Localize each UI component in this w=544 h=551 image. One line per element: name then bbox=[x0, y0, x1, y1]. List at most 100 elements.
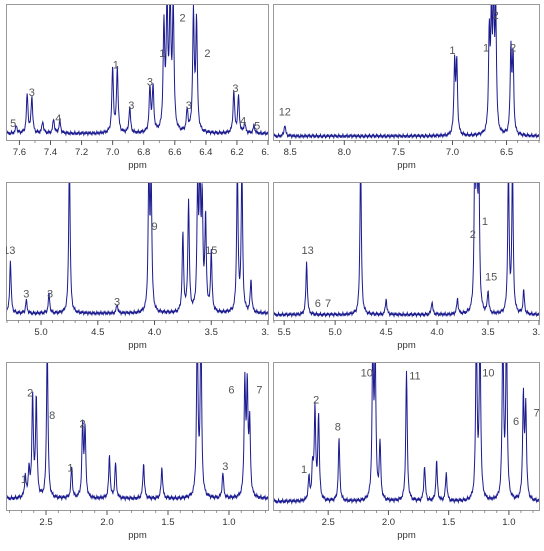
peak-label: 2 bbox=[80, 419, 86, 431]
peak-label: 1 bbox=[113, 60, 119, 72]
plot-frame bbox=[6, 4, 269, 141]
x-tick-label: 7.0 bbox=[446, 147, 459, 158]
spectrum-chart-4: 13 67 21 15 5.5 5.0 4.5 4.0 3.5 3.0 ppm bbox=[273, 182, 544, 351]
x-tick-label: 5.5 bbox=[278, 327, 291, 338]
x-tick-label: 1.5 bbox=[161, 517, 174, 528]
x-tick-label: 6.2 bbox=[230, 147, 243, 158]
peak-label: 15 bbox=[485, 271, 497, 283]
plot-frame bbox=[273, 4, 540, 141]
x-tick-label: 7.5 bbox=[392, 147, 405, 158]
spectrum-trace-series bbox=[274, 183, 539, 319]
x-tick-label: 4.0 bbox=[148, 327, 161, 338]
peak-label: 1 bbox=[483, 43, 489, 55]
peak-label: 7 bbox=[325, 298, 331, 310]
x-tick-label: 7.2 bbox=[75, 147, 88, 158]
x-tick-label: 7.6 bbox=[13, 147, 26, 158]
spectrum-trace-series bbox=[7, 183, 268, 317]
peak-label: 1 bbox=[449, 45, 455, 57]
x-tick-label: 3.0 bbox=[261, 327, 269, 338]
x-tick-label: 1.0 bbox=[222, 517, 235, 528]
peak-label: 4 bbox=[240, 115, 246, 127]
spectrum-chart-3: 13 3 3 3 9 15 5.0 4.5 4.0 3.5 3.0 ppm bbox=[3, 182, 275, 351]
peak-label: 13 bbox=[6, 245, 15, 257]
x-tick-label: 2.5 bbox=[39, 517, 52, 528]
spectrum-chart-6: 1 2 8 10 11 10 6 7 2.5 2.0 1.5 1.0 ppm bbox=[273, 362, 540, 541]
x-axis-label: ppm bbox=[397, 340, 416, 351]
peak-label: 9 bbox=[151, 221, 157, 233]
x-tick-label: 8.5 bbox=[284, 147, 297, 158]
spectrum-trace-series bbox=[7, 5, 268, 137]
plot-frame bbox=[273, 362, 540, 511]
spectrum-panel-2: 12 1 1 2 2 8.5 8.0 7.5 7.0 6.5 ppm bbox=[273, 4, 540, 176]
peak-label: 1 bbox=[67, 463, 73, 475]
x-tick-label: 5.0 bbox=[329, 327, 342, 338]
spectrum-chart-5: 1 2 8 1 2 3 6 7 2.5 2.0 1.5 1.0 ppm bbox=[6, 362, 269, 541]
spectrum-panel-3: 13 3 3 3 9 15 5.0 4.5 4.0 3.5 3.0 ppm bbox=[3, 182, 275, 356]
x-tick-label: 2.0 bbox=[382, 517, 395, 528]
peak-label: 6 bbox=[513, 416, 519, 428]
peak-label: 7 bbox=[534, 407, 540, 419]
peak-label: 13 bbox=[302, 245, 314, 257]
spectrum-panel-1: 53413312323457.67.47.27.06.86.66.46.26.0… bbox=[6, 4, 275, 176]
peak-label: 2 bbox=[204, 48, 210, 60]
spectrum-chart-1: 53413312323457.67.47.27.06.86.66.46.26.0… bbox=[6, 4, 275, 171]
peak-label: 3 bbox=[128, 100, 134, 112]
peak-label: 3 bbox=[114, 296, 120, 308]
peak-label: 2 bbox=[493, 10, 499, 22]
spectrum-panel-4: 13 67 21 15 5.5 5.0 4.5 4.0 3.5 3.0 ppm bbox=[273, 182, 544, 356]
x-tick-label: 6.6 bbox=[168, 147, 181, 158]
peak-label: 1 bbox=[301, 464, 307, 476]
x-tick-label: 8.0 bbox=[338, 147, 351, 158]
x-tick-label: 1.0 bbox=[502, 517, 515, 528]
peak-label: 11 bbox=[409, 370, 420, 382]
plot-frame bbox=[6, 182, 269, 321]
x-tick-label: 6.0 bbox=[261, 147, 269, 158]
x-tick-label: 2.5 bbox=[322, 517, 335, 528]
x-axis-label: ppm bbox=[128, 160, 147, 171]
x-axis-label: ppm bbox=[397, 160, 416, 171]
peak-label: 1 bbox=[159, 48, 165, 60]
peak-label: 1 bbox=[482, 216, 488, 228]
peak-label: 3 bbox=[47, 289, 53, 301]
x-tick-label: 1.5 bbox=[442, 517, 455, 528]
peak-label: 12 bbox=[279, 106, 291, 118]
peak-label: 3 bbox=[232, 83, 238, 95]
peak-label: 4 bbox=[55, 113, 61, 125]
x-tick-label: 7.0 bbox=[106, 147, 119, 158]
x-tick-label: 4.0 bbox=[430, 327, 443, 338]
peak-label: 2 bbox=[510, 43, 516, 55]
spectrum-panel-6: 1 2 8 10 11 10 6 7 2.5 2.0 1.5 1.0 ppm bbox=[273, 362, 540, 546]
peak-label: 3 bbox=[222, 461, 228, 473]
peak-label: 3 bbox=[29, 87, 35, 99]
peak-label: 8 bbox=[335, 421, 341, 433]
x-tick-label: 2.0 bbox=[100, 517, 113, 528]
peak-label: 6 bbox=[315, 298, 321, 310]
plot-frame bbox=[6, 362, 269, 511]
x-axis-label: ppm bbox=[128, 530, 147, 541]
spectrum-trace-series bbox=[274, 5, 539, 140]
x-tick-label: 6.4 bbox=[199, 147, 212, 158]
x-tick-label: 4.5 bbox=[380, 327, 393, 338]
x-tick-label: 6.5 bbox=[500, 147, 513, 158]
peak-label: 5 bbox=[254, 121, 260, 133]
peak-label: 2 bbox=[470, 229, 476, 241]
spectrum-panel-5: 1 2 8 1 2 3 6 7 2.5 2.0 1.5 1.0 ppm bbox=[6, 362, 269, 546]
spectrum-trace-series bbox=[274, 363, 539, 505]
x-tick-label: 4.5 bbox=[91, 327, 104, 338]
x-tick-label: 3.0 bbox=[532, 327, 540, 338]
peak-label: 7 bbox=[256, 385, 262, 397]
peak-label: 5 bbox=[10, 118, 16, 130]
peak-label: 3 bbox=[147, 76, 153, 88]
peak-label: 3 bbox=[186, 100, 192, 112]
peak-label: 1 bbox=[21, 474, 27, 486]
peak-label: 2 bbox=[27, 387, 33, 399]
peak-label: 6 bbox=[228, 385, 234, 397]
peak-label: 2 bbox=[179, 13, 185, 25]
peak-label: 10 bbox=[361, 368, 373, 380]
x-tick-label: 5.0 bbox=[34, 327, 47, 338]
x-tick-label: 6.8 bbox=[137, 147, 150, 158]
peak-label: 2 bbox=[313, 395, 319, 407]
spectrum-trace-series bbox=[7, 363, 268, 502]
x-tick-label: 3.5 bbox=[205, 327, 218, 338]
